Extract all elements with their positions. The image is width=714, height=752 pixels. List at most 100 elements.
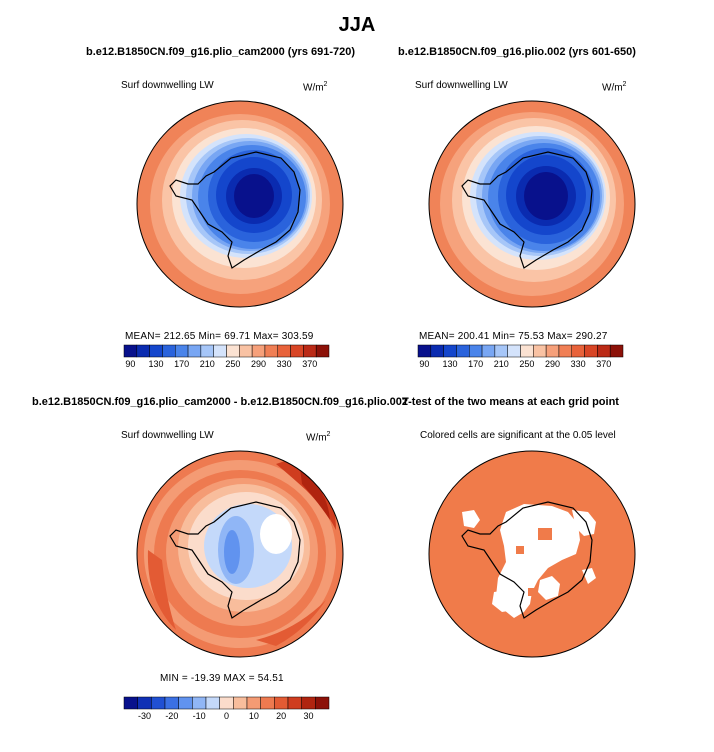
colorbar-swatch (251, 344, 266, 358)
colorbar-tick-label: 330 (277, 359, 292, 369)
colorbar-swatch (233, 696, 248, 710)
units-label-bottom-left: W/m2 (306, 431, 331, 444)
colorbar-tick-label: 0 (224, 711, 229, 721)
variable-label-bottom-left: Surf downwelling LW (121, 430, 214, 441)
colorbar-swatch (264, 344, 278, 358)
colorbar-swatch (192, 696, 207, 710)
colorbar-swatch (164, 696, 179, 710)
colorbar-tick-label: 10 (249, 711, 259, 721)
colorbar-swatch (178, 696, 193, 710)
colorbar-swatch (558, 344, 572, 358)
colorbar-swatch (507, 344, 521, 358)
stats-bottom-left: MIN = -19.39 MAX = 54.51 (160, 673, 284, 684)
colorbar-swatch (303, 344, 317, 358)
colorbar-swatch (187, 344, 202, 358)
colorbar-swatch (151, 696, 166, 710)
colorbar-swatch (469, 344, 483, 358)
map-field-bottom-right (429, 451, 635, 657)
antarctica-coastline-top-right (461, 151, 593, 269)
colorbar-swatch (290, 344, 304, 358)
panel-title-bottom-right: T-test of the two means at each grid poi… (402, 396, 619, 408)
colorbar-swatch (175, 344, 189, 358)
panel-title-top-right: b.e12.B1850CN.f09_g16.plio.002 (yrs 601-… (398, 46, 636, 58)
colorbar-tick-label: -20 (165, 711, 178, 721)
colorbar-swatch (239, 344, 253, 358)
polar-map-top-left (136, 100, 344, 308)
map-field-top-right (429, 101, 635, 307)
units-label-top-left: W/m2 (303, 81, 328, 94)
colorbar-swatch (533, 344, 547, 358)
colorbar-swatch (609, 344, 624, 358)
colorbar-tick-label: 290 (251, 359, 266, 369)
colorbar-bottom-left: -30 -20 -10 0 10 20 30 (123, 696, 330, 721)
panel-title-top-left: b.e12.B1850CN.f09_g16.plio_cam2000 (yrs … (86, 46, 356, 58)
colorbar-swatch (205, 696, 220, 710)
colorbar-swatch (430, 344, 444, 358)
antarctica-coastline-top-left (169, 151, 301, 269)
colorbar-swatch (597, 344, 611, 358)
colorbar-tick-label: 130 (443, 359, 458, 369)
colorbar-tick-label: 170 (174, 359, 189, 369)
colorbar-swatch (494, 344, 508, 358)
colorbar-swatch (571, 344, 585, 358)
stats-top-left: MEAN= 212.65 Min= 69.71 Max= 303.59 (125, 331, 314, 342)
colorbar-swatch (481, 344, 496, 358)
map-border-top-left (136, 100, 344, 308)
colorbar-tick-label: 90 (125, 359, 135, 369)
colorbar-swatch (456, 344, 470, 358)
colorbar-tick-label: 210 (200, 359, 215, 369)
colorbar-top-left: 90 130 170 210 250 290 330 370 (123, 344, 330, 369)
map-border-top-right (428, 100, 636, 308)
map-field-bottom-left (137, 451, 343, 657)
colorbar-swatch (301, 696, 316, 710)
colorbar-swatch (123, 344, 138, 358)
panel-title-bottom-left: b.e12.B1850CN.f09_g16.plio_cam2000 - b.e… (32, 396, 409, 408)
colorbar-swatch (315, 696, 330, 710)
significant-inner-patches (516, 528, 552, 596)
colorbar-swatch (260, 696, 275, 710)
colorbar-swatch (219, 696, 234, 710)
units-label-top-right: W/m2 (602, 81, 627, 94)
colorbar-swatch (520, 344, 534, 358)
polar-map-bottom-right (428, 450, 636, 658)
colorbar-swatch (584, 344, 598, 358)
colorbar-swatch (123, 696, 138, 710)
colorbar-tick-label: 250 (519, 359, 534, 369)
colorbar-tick-label: 330 (571, 359, 586, 369)
colorbar-tick-label: -10 (193, 711, 206, 721)
subtitle-bottom-right: Colored cells are significant at the 0.0… (420, 430, 616, 441)
colorbar-tick-label: 250 (225, 359, 240, 369)
colorbar-swatch (213, 344, 227, 358)
colorbar-tick-label: 130 (149, 359, 164, 369)
colorbar-swatch (226, 344, 240, 358)
antarctica-coastline-bottom-left (169, 501, 301, 619)
colorbar-tick-label: 210 (494, 359, 509, 369)
polar-map-top-right (428, 100, 636, 308)
colorbar-swatch (315, 344, 330, 358)
map-field-top-left (137, 101, 343, 307)
colorbar-tick-label: 170 (468, 359, 483, 369)
colorbar-swatch (277, 344, 291, 358)
colorbar-tick-label: 370 (596, 359, 611, 369)
map-border-bottom-right (428, 450, 636, 658)
stats-top-right: MEAN= 200.41 Min= 75.53 Max= 290.27 (419, 331, 608, 342)
colorbar-swatch (246, 696, 261, 710)
colorbar-tick-label: 290 (545, 359, 560, 369)
colorbar-swatch (137, 696, 152, 710)
colorbar-swatch (200, 344, 214, 358)
colorbar-tick-label: 30 (303, 711, 313, 721)
variable-label-top-right: Surf downwelling LW (415, 80, 508, 91)
season-title: JJA (338, 14, 376, 36)
map-border-bottom-left (136, 450, 344, 658)
colorbar-tick-label: 90 (419, 359, 429, 369)
colorbar-tick-label: -30 (138, 711, 151, 721)
colorbar-swatch (136, 344, 150, 358)
colorbar-tick-label: 370 (302, 359, 317, 369)
colorbar-swatch (162, 344, 176, 358)
colorbar-swatch (287, 696, 302, 710)
colorbar-swatch (443, 344, 457, 358)
colorbar-tick-label: 20 (276, 711, 286, 721)
colorbar-swatch (274, 696, 289, 710)
colorbar-swatch (149, 344, 163, 358)
colorbar-top-right: 90 130 170 210 250 290 330 370 (417, 344, 624, 369)
